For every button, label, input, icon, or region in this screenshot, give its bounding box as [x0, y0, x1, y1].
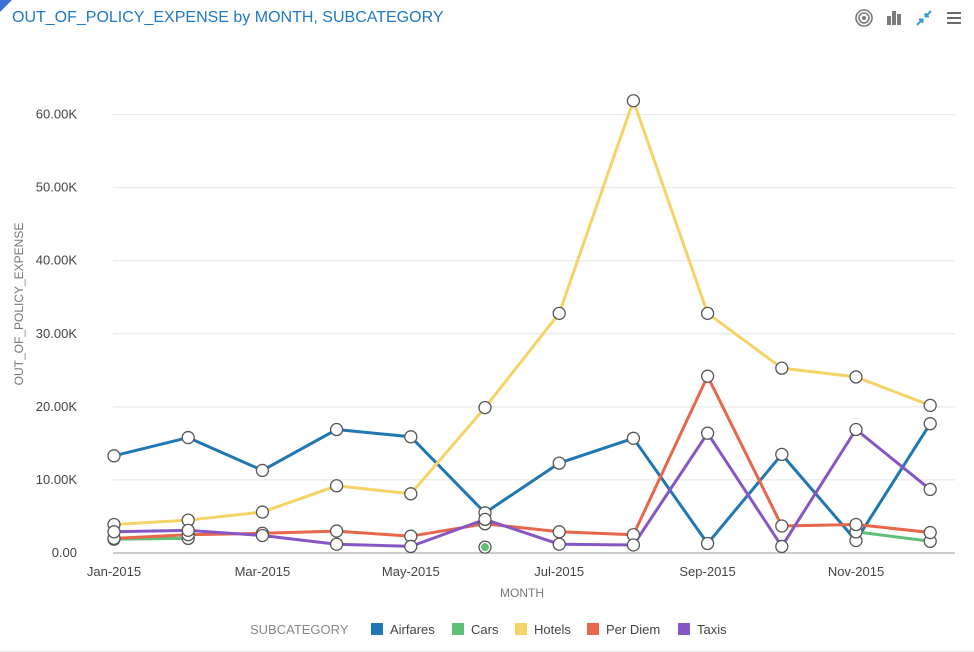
x-axis-title: MONTH — [500, 586, 544, 600]
y-tick-label: 20.00K — [36, 399, 78, 414]
data-point-airfares — [255, 463, 270, 478]
data-point-taxis — [849, 422, 863, 437]
y-tick-label: 40.00K — [36, 253, 78, 268]
data-point-taxis — [552, 537, 566, 551]
data-point-per-diem — [849, 517, 863, 532]
data-point-taxis — [626, 538, 641, 552]
menu-icon[interactable] — [944, 8, 964, 28]
data-point-hotels — [775, 361, 789, 375]
x-tick-label: Mar-2015 — [235, 564, 291, 579]
legend-label-taxis: Taxis — [697, 622, 727, 637]
data-point-hotels — [255, 505, 270, 519]
data-point-taxis — [255, 528, 270, 543]
data-point-hotels — [478, 400, 492, 415]
y-tick-label: 10.00K — [36, 472, 78, 487]
x-tick-label: Nov-2015 — [828, 564, 884, 579]
data-point-airfares — [329, 422, 344, 437]
y-axis-title: OUT_OF_POLICY_EXPENSE — [12, 223, 26, 386]
corner-marker — [0, 0, 12, 12]
legend-swatch-cars — [452, 623, 464, 635]
x-tick-label: Jan-2015 — [87, 564, 141, 579]
y-tick-label: 0.00 — [52, 545, 77, 560]
data-point-taxis — [404, 539, 418, 554]
data-point-fill — [481, 543, 489, 552]
legend-swatch-per-diem — [587, 623, 599, 635]
legend-label-hotels: Hotels — [534, 622, 571, 637]
data-point-airfares — [107, 449, 121, 463]
data-point-per-diem — [923, 525, 937, 540]
legend-swatch-airfares — [371, 623, 383, 635]
data-point-airfares — [626, 431, 641, 445]
data-point-airfares — [404, 430, 418, 444]
series-line-taxis — [112, 428, 932, 548]
data-point-taxis — [923, 482, 937, 497]
data-point-taxis — [107, 525, 121, 539]
data-point-taxis — [775, 539, 789, 554]
legend-title: SUBCATEGORY — [250, 622, 349, 637]
data-point-taxis — [181, 523, 195, 537]
chart-toolbar — [854, 8, 964, 28]
data-point-airfares — [552, 456, 566, 470]
data-point-taxis — [329, 537, 344, 551]
legend-swatch-taxis — [678, 623, 690, 635]
bar-chart-icon[interactable] — [884, 8, 904, 28]
data-point-per-diem — [700, 369, 715, 383]
data-point-taxis — [700, 426, 715, 440]
legend-swatch-hotels — [515, 623, 527, 635]
data-point-hotels — [404, 487, 418, 501]
data-point-airfares — [923, 417, 937, 431]
y-tick-label: 60.00K — [36, 107, 78, 122]
collapse-icon[interactable] — [914, 8, 934, 28]
data-point-hotels — [923, 398, 937, 413]
series-line-hotels — [112, 99, 932, 526]
legend-label-airfares: Airfares — [390, 622, 435, 637]
data-point-per-diem — [552, 525, 566, 539]
x-tick-label: Jul-2015 — [534, 564, 584, 579]
chart-title: OUT_OF_POLICY_EXPENSE by MONTH, SUBCATEG… — [12, 9, 444, 26]
data-point-airfares — [700, 536, 715, 551]
x-tick-label: May-2015 — [382, 564, 440, 579]
legend-label-per-diem: Per Diem — [606, 622, 660, 637]
data-point-hotels — [329, 479, 344, 493]
data-point-taxis — [478, 512, 492, 527]
series-line-airfares — [112, 422, 932, 545]
data-point-per-diem — [329, 524, 344, 538]
y-tick-label: 50.00K — [36, 180, 78, 195]
x-tick-label: Sep-2015 — [679, 564, 735, 579]
data-point-airfares — [181, 430, 195, 445]
data-point-airfares — [775, 447, 789, 462]
data-point-hotels — [700, 306, 715, 320]
data-point-hotels — [626, 94, 641, 108]
legend: SUBCATEGORY Airfares Cars Hotels Per Diem Tax… — [250, 622, 727, 637]
target-icon[interactable] — [854, 8, 874, 28]
legend-label-cars: Cars — [471, 622, 499, 637]
data-point-per-diem — [775, 519, 789, 533]
y-tick-label: 30.00K — [36, 326, 78, 341]
data-point-hotels — [849, 370, 863, 384]
data-point-hotels — [552, 306, 566, 320]
